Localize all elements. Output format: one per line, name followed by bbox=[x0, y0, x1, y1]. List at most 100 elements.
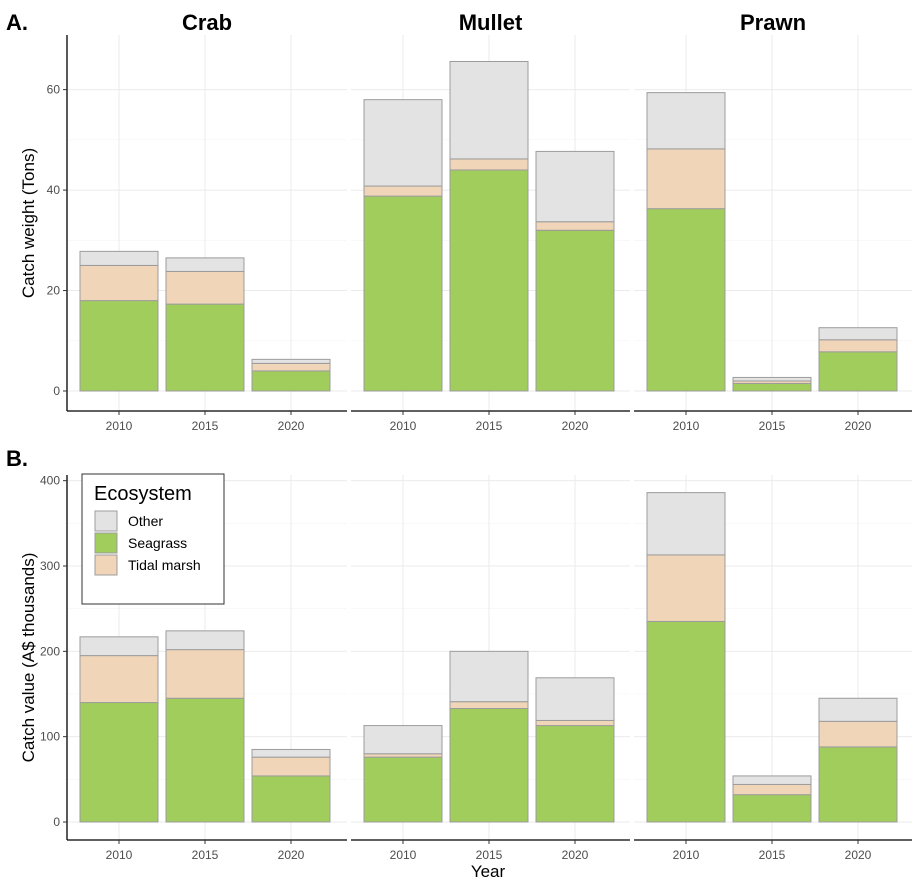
bar-seagrass-mullet-2015 bbox=[449, 708, 529, 823]
x-tick-label: 2010 bbox=[390, 848, 417, 862]
x-tick-label: 2020 bbox=[562, 848, 589, 862]
y-tick-label: 20 bbox=[47, 284, 61, 298]
x-tick-label: 2015 bbox=[192, 848, 219, 862]
bar-tidal-marsh-crab-2015 bbox=[165, 270, 245, 305]
bar-seagrass-prawn-2020 bbox=[818, 351, 898, 392]
bars-layer bbox=[79, 60, 898, 823]
bar-seagrass-crab-2010 bbox=[79, 702, 159, 823]
bar-other-crab-2020 bbox=[251, 358, 331, 364]
x-tick-label: 2020 bbox=[845, 848, 872, 862]
legend-item-tidal-marsh: Tidal marsh bbox=[94, 554, 201, 576]
bar-tidal-marsh-mullet-2015 bbox=[449, 701, 529, 710]
legend-swatch-other bbox=[94, 510, 118, 532]
x-tick-label: 2010 bbox=[673, 419, 700, 433]
x-tick-label: 2015 bbox=[759, 419, 786, 433]
x-tick-label: 2015 bbox=[759, 848, 786, 862]
bar-other-prawn-2020 bbox=[818, 697, 898, 722]
bar-other-mullet-2015 bbox=[449, 650, 529, 703]
x-axis-title: Year bbox=[471, 862, 506, 881]
bar-seagrass-mullet-2020 bbox=[535, 725, 615, 823]
bar-other-mullet-2010 bbox=[363, 725, 443, 755]
bar-tidal-marsh-mullet-2015 bbox=[449, 158, 529, 171]
x-tick-label: 2015 bbox=[192, 419, 219, 433]
bar-other-mullet-2015 bbox=[449, 60, 529, 160]
bar-seagrass-prawn-2010 bbox=[646, 620, 726, 823]
y-axis-title: Catch value (A$ thousands) bbox=[19, 553, 38, 763]
bar-tidal-marsh-prawn-2020 bbox=[818, 720, 898, 748]
bar-other-prawn-2010 bbox=[646, 492, 726, 556]
bar-other-mullet-2020 bbox=[535, 677, 615, 721]
y-tick-label: 0 bbox=[53, 384, 60, 398]
bar-seagrass-mullet-2010 bbox=[363, 756, 443, 823]
facet-title-mullet: Mullet bbox=[459, 10, 523, 35]
y-tick-label: 60 bbox=[47, 83, 61, 97]
bar-tidal-marsh-crab-2010 bbox=[79, 655, 159, 704]
bar-seagrass-prawn-2015 bbox=[732, 794, 812, 823]
bar-other-crab-2010 bbox=[79, 636, 159, 657]
bar-seagrass-crab-2020 bbox=[251, 775, 331, 823]
legend-swatch-tidal-marsh bbox=[94, 554, 118, 576]
bar-tidal-marsh-mullet-2010 bbox=[363, 753, 443, 758]
bar-seagrass-crab-2020 bbox=[251, 370, 331, 392]
bar-tidal-marsh-prawn-2015 bbox=[732, 783, 812, 796]
legend-title: Ecosystem bbox=[94, 483, 192, 505]
legend-swatch-seagrass bbox=[94, 532, 118, 554]
legend-label-other: Other bbox=[128, 513, 163, 529]
bar-seagrass-mullet-2015 bbox=[449, 169, 529, 392]
y-tick-label: 400 bbox=[40, 474, 60, 488]
bar-seagrass-mullet-2020 bbox=[535, 229, 615, 392]
y-tick-label: 40 bbox=[47, 183, 61, 197]
x-tick-label: 2020 bbox=[278, 848, 305, 862]
panel-label: A. bbox=[6, 10, 28, 35]
legend: Ecosystem Other Seagrass Tidal marsh bbox=[81, 473, 225, 605]
bar-other-prawn-2010 bbox=[646, 92, 726, 150]
axes-layer bbox=[63, 35, 912, 844]
x-tick-label: 2010 bbox=[673, 848, 700, 862]
x-tick-label: 2010 bbox=[106, 419, 133, 433]
x-tick-label: 2020 bbox=[845, 419, 872, 433]
legend-label-seagrass: Seagrass bbox=[128, 535, 187, 551]
legend-item-other: Other bbox=[94, 510, 163, 532]
bar-tidal-marsh-crab-2010 bbox=[79, 264, 159, 302]
bar-tidal-marsh-prawn-2020 bbox=[818, 339, 898, 353]
bar-other-crab-2010 bbox=[79, 250, 159, 266]
bar-other-crab-2020 bbox=[251, 748, 331, 758]
bar-other-prawn-2015 bbox=[732, 376, 812, 382]
x-tick-label: 2020 bbox=[562, 419, 589, 433]
facet-title-prawn: Prawn bbox=[740, 10, 806, 35]
x-tick-label: 2020 bbox=[278, 419, 305, 433]
bar-seagrass-crab-2010 bbox=[79, 300, 159, 392]
x-tick-label: 2010 bbox=[106, 848, 133, 862]
bar-seagrass-prawn-2015 bbox=[732, 382, 812, 392]
bar-other-prawn-2015 bbox=[732, 775, 812, 785]
bar-other-crab-2015 bbox=[165, 257, 245, 272]
bar-seagrass-crab-2015 bbox=[165, 303, 245, 392]
bar-tidal-marsh-prawn-2010 bbox=[646, 148, 726, 210]
bar-other-prawn-2020 bbox=[818, 327, 898, 341]
bar-tidal-marsh-mullet-2010 bbox=[363, 185, 443, 197]
bar-seagrass-prawn-2020 bbox=[818, 746, 898, 823]
facet-title-crab: Crab bbox=[182, 10, 232, 35]
bar-seagrass-mullet-2010 bbox=[363, 195, 443, 392]
bar-tidal-marsh-mullet-2020 bbox=[535, 719, 615, 727]
bar-tidal-marsh-crab-2015 bbox=[165, 649, 245, 699]
legend-item-seagrass: Seagrass bbox=[94, 532, 187, 554]
bar-other-mullet-2020 bbox=[535, 150, 615, 223]
y-axis-title: Catch weight (Tons) bbox=[19, 148, 38, 298]
bar-seagrass-prawn-2010 bbox=[646, 208, 726, 392]
bar-tidal-marsh-prawn-2010 bbox=[646, 554, 726, 622]
y-tick-label: 200 bbox=[40, 644, 60, 658]
y-tick-label: 100 bbox=[40, 730, 60, 744]
bar-tidal-marsh-crab-2020 bbox=[251, 756, 331, 777]
bar-other-mullet-2010 bbox=[363, 99, 443, 187]
y-tick-label: 0 bbox=[53, 815, 60, 829]
x-tick-label: 2015 bbox=[476, 419, 503, 433]
legend-label-tidal-marsh: Tidal marsh bbox=[128, 557, 201, 573]
text-layer: 2010 2015 2020 Crab 2010 2015 2020 Mullet 2010 20… bbox=[6, 10, 872, 862]
x-tick-label: 2015 bbox=[476, 848, 503, 862]
y-tick-label: 300 bbox=[40, 559, 60, 573]
x-tick-label: 2010 bbox=[390, 419, 417, 433]
panel-label: B. bbox=[6, 446, 28, 471]
bar-other-crab-2015 bbox=[165, 630, 245, 651]
